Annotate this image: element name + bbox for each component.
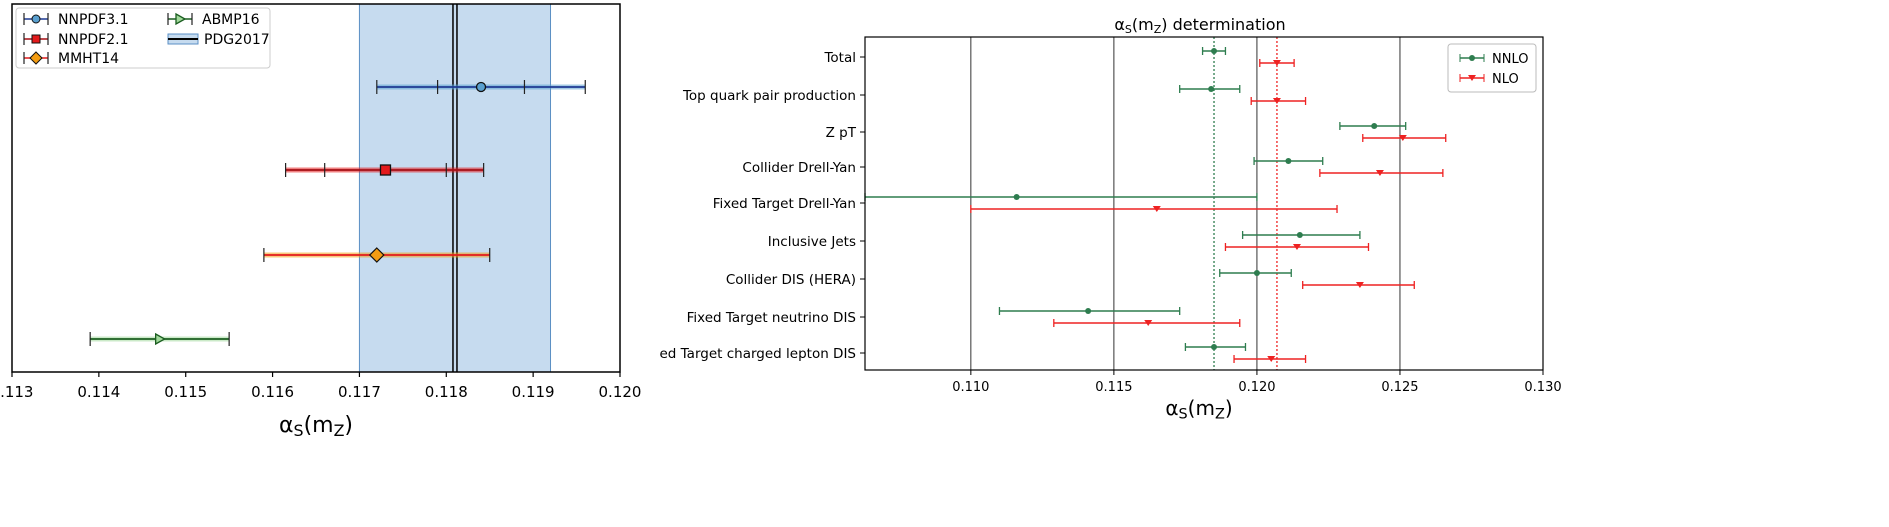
plot-frame [864,36,1544,371]
data-point [1398,135,1407,141]
data-point [1208,86,1215,92]
data-point [1013,194,1020,200]
legend: NNLO NLO [1447,43,1537,93]
data-point [1211,48,1218,54]
x-tick-label: 0.115 [164,383,207,401]
data-point [1152,206,1161,212]
data-point [1267,356,1276,362]
data-point [1292,244,1301,250]
legend-label: PDG2017 [204,32,270,48]
legend-marker [31,34,41,44]
legend-label: NNPDF3.1 [58,12,129,28]
x-tick-label: 0.130 [1524,380,1561,395]
legend: NNPDF3.1 NNPDF2.1 MMHT14 ABMP16 PDG2017 [15,7,271,69]
x-tick-label: 0.110 [952,380,989,395]
legend-item: ABMP16 [167,12,260,28]
x-tick-label: 0.120 [1238,380,1275,395]
y-tick-label: Fixed Target Drell-Yan [713,196,856,212]
data-point [155,332,166,346]
plot-frame [11,3,621,373]
data-point [1272,60,1281,66]
y-tick-label: Top quark pair production [682,88,856,104]
legend-item: NLO [1459,72,1519,87]
x-tick-label: 0.114 [77,383,120,401]
legend-box [15,7,271,69]
left-alphas-comparison-chart: 0.113 0.114 0.115 0.116 0.117 0.118 0.119 0.120… [0,3,642,440]
data-point [1355,282,1364,288]
legend-marker [175,12,187,26]
data-point [1371,123,1378,129]
data-point [1375,170,1384,176]
legend-label: NNPDF2.1 [58,32,129,48]
y-tick-label: Z pT [826,125,857,141]
x-tick-label: 0.125 [1381,380,1418,395]
legend-marker [31,14,41,24]
pdg-band [358,3,552,373]
legend-label: MMHT14 [58,51,119,67]
y-tick-label: Collider DIS (HERA) [726,272,856,288]
y-tick-label: Inclusive Jets [768,234,856,250]
legend-item: NNPDF3.1 [23,12,129,28]
x-tick-label: 0.117 [338,383,381,401]
y-tick-label: Fixed Target neutrino DIS [687,310,856,326]
x-axis-label: αS(mZ) [279,413,353,440]
y-tick-label: Collider Drell-Yan [742,160,856,176]
legend-label: NNLO [1492,52,1528,67]
x-tick-label: 0.115 [1095,380,1132,395]
legend-item: NNLO [1459,52,1528,67]
x-axis-label: αS(mZ) [1165,396,1232,423]
right-alphas-determination-chart: Total Top quark pair production Z pT Collid… [660,15,1562,423]
data-point [1272,98,1281,104]
legend-marker [1469,55,1475,61]
data-point [1211,344,1218,350]
data-point [1144,320,1153,326]
data-point [475,81,487,93]
legend-label: NLO [1492,72,1519,87]
x-tick-label: 0.116 [251,383,294,401]
data-point [1285,158,1292,164]
x-tick-label: 0.118 [425,383,468,401]
y-tick-label: Fixed Target charged lepton DIS [660,346,856,362]
y-tick-label: Total [823,50,856,66]
chart-title: αS(mZ) determination [1114,15,1285,36]
legend-marker [1468,75,1476,81]
legend-item: MMHT14 [23,51,119,67]
data-point [379,164,392,176]
x-tick-label: 0.119 [512,383,555,401]
x-tick-label: 0.113 [0,383,33,401]
legend-item: NNPDF2.1 [23,32,129,48]
data-point [1085,308,1092,314]
data-point [368,247,385,263]
data-point [1296,232,1303,238]
legend-item: PDG2017 [167,32,270,48]
x-tick-label: 0.120 [599,383,642,401]
data-point [1253,270,1260,276]
legend-label: ABMP16 [202,12,260,28]
legend-marker [29,51,43,65]
